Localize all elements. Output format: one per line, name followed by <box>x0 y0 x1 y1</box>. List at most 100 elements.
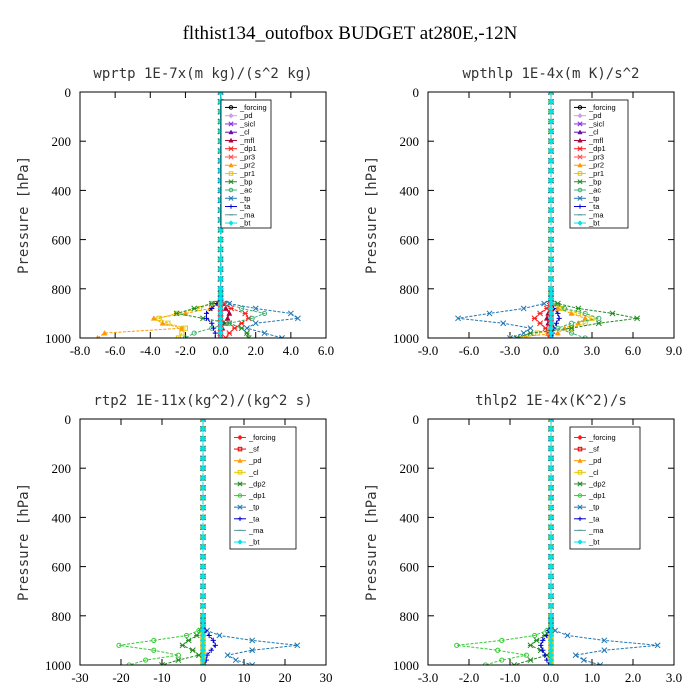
series-line <box>513 419 552 665</box>
data-point <box>287 310 294 317</box>
data-point <box>547 197 555 204</box>
data-point <box>199 534 207 541</box>
data-point <box>101 329 108 336</box>
legend-item: _bp <box>225 177 253 186</box>
legend-marker <box>577 504 583 510</box>
data-point <box>547 334 555 338</box>
data-point <box>568 310 575 316</box>
data-point <box>555 310 561 316</box>
legend-marker <box>228 162 234 168</box>
legend-item: _mfl <box>225 136 255 145</box>
legend-marker <box>228 195 234 201</box>
data-point <box>559 305 565 312</box>
data-point <box>547 236 555 243</box>
data-point <box>216 632 223 639</box>
data-point <box>199 524 207 531</box>
legend-marker <box>577 470 583 475</box>
series-dp1 <box>116 419 206 665</box>
panel-wpthlp: wpthlp 1E-4x(m K)/s^2 Pressure [hPa] -9.0 -… <box>364 66 682 358</box>
data-point <box>511 662 518 665</box>
data-point <box>527 642 534 649</box>
legend-label: _ma <box>588 526 604 535</box>
legend-item: _cl <box>225 128 250 137</box>
legend-label: _ta <box>248 514 260 523</box>
data-point <box>575 320 582 326</box>
legend-item: _cl <box>574 468 599 477</box>
x-tick-label-thlp2: -2.0 <box>459 670 480 685</box>
x-tick-label-rtp2: 20 <box>279 670 292 685</box>
data-point <box>249 637 256 644</box>
legend-marker <box>577 220 583 226</box>
data-point <box>547 275 555 282</box>
x-tick-label-wpthlp: -6.0 <box>459 343 480 358</box>
legend-label: _tp <box>588 503 599 512</box>
x-tick-label-wpthlp: 0.0 <box>543 343 559 358</box>
data-point <box>222 335 229 338</box>
data-point <box>548 419 554 422</box>
data-point <box>249 647 256 654</box>
data-point <box>454 642 460 648</box>
y-tick-label-rtp2: 800 <box>52 609 72 624</box>
legend-marker <box>577 179 583 185</box>
x-tick-label-wpthlp: 6.0 <box>625 343 641 358</box>
data-point <box>199 553 207 560</box>
legend-item: _ac <box>574 186 601 195</box>
data-point <box>116 642 122 648</box>
legend-item: _forcing <box>574 433 616 442</box>
plot-area-thlp2 <box>454 419 661 665</box>
legend-item: _cl <box>234 468 259 477</box>
data-point <box>547 216 555 223</box>
legend-label: _pd <box>588 456 602 465</box>
data-point <box>279 335 286 338</box>
data-point <box>533 637 540 644</box>
data-point <box>239 305 245 312</box>
series-bt <box>199 419 207 665</box>
data-point <box>185 637 192 644</box>
legend-label: _ma <box>248 526 264 535</box>
legend-label: _pr2 <box>588 161 604 170</box>
data-point <box>575 305 582 312</box>
plot-area-rtp2 <box>116 419 301 665</box>
data-point <box>534 330 540 336</box>
data-point <box>499 657 505 663</box>
data-point <box>143 657 149 663</box>
data-point <box>199 583 207 590</box>
data-point <box>580 657 587 664</box>
data-point <box>520 305 527 312</box>
data-point <box>217 226 224 233</box>
data-point <box>499 637 505 643</box>
data-point <box>582 315 589 321</box>
y-tick-label-wprtp: 800 <box>52 282 72 297</box>
legend-marker <box>577 171 583 176</box>
legend-item: _tp <box>225 194 250 203</box>
y-tick-label-rtp2: 200 <box>52 461 72 476</box>
x-tick-label-thlp2: 0.0 <box>543 670 559 685</box>
data-point <box>547 514 555 521</box>
legend-item: _sicl <box>574 119 604 128</box>
legend-marker <box>228 137 234 143</box>
data-point <box>609 310 616 317</box>
panel-title-rtp2: rtp2 1E-11x(kg^2)/(kg^2 s) <box>93 393 312 409</box>
y-tick-label-wprtp: 200 <box>52 134 72 149</box>
data-point <box>202 662 208 665</box>
data-point <box>199 494 207 501</box>
y-tick-label-wpthlp: 600 <box>400 233 420 248</box>
data-point <box>238 320 245 327</box>
data-point <box>547 602 555 609</box>
data-point <box>294 642 301 649</box>
data-point <box>547 128 555 135</box>
legend-label: _tp <box>588 194 599 203</box>
y-tick-label-rtp2: 600 <box>52 560 72 575</box>
data-point <box>242 310 249 317</box>
legend-marker <box>228 121 234 127</box>
legend-label: _cl <box>239 128 250 137</box>
data-point <box>199 593 207 600</box>
data-point <box>199 465 207 472</box>
data-point <box>199 563 207 570</box>
data-point <box>537 310 544 317</box>
data-point <box>150 315 157 321</box>
data-point <box>568 330 575 336</box>
y-tick-label-wpthlp: 400 <box>400 183 420 198</box>
legend-item: _bt <box>225 219 251 228</box>
legend-item: _tp <box>574 194 599 203</box>
